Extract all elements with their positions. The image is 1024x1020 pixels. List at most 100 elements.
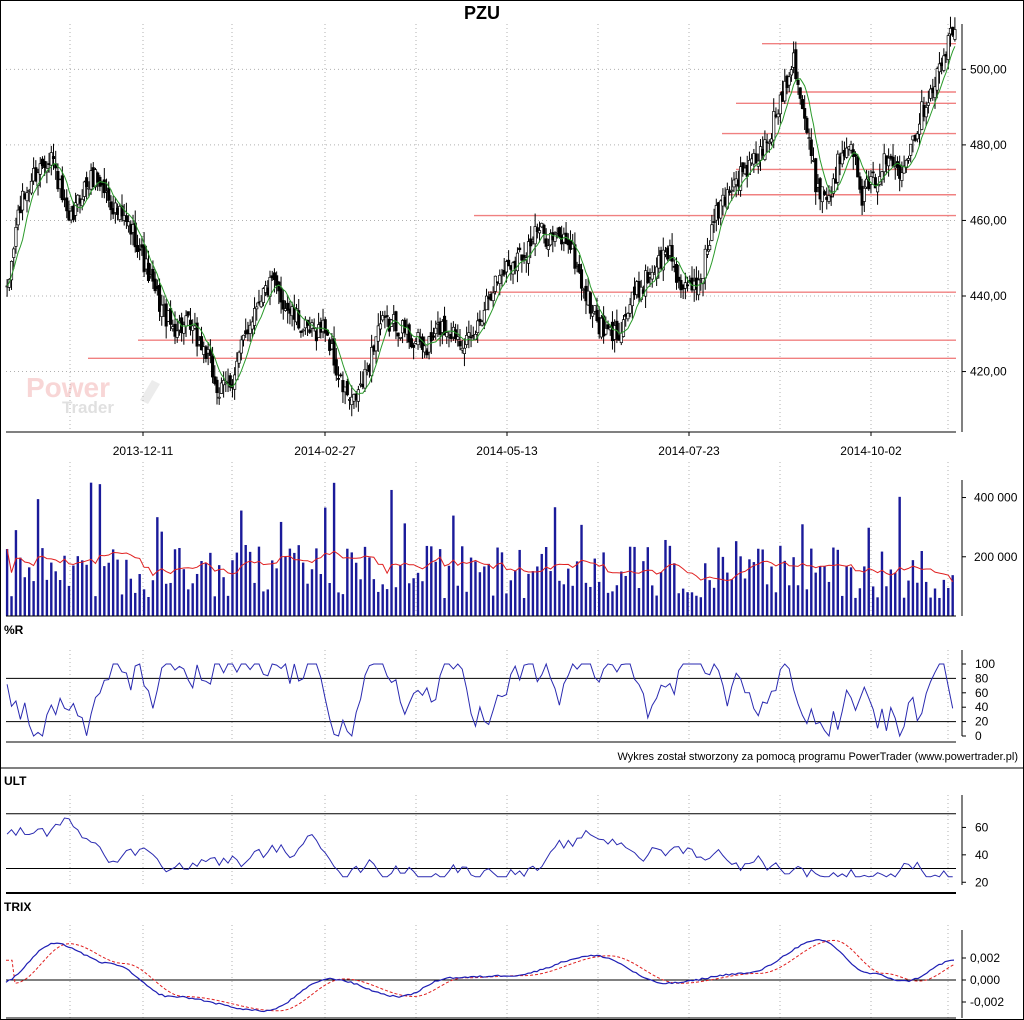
candle-body [51, 156, 56, 160]
watermark-trader-text: Trader [62, 398, 114, 417]
volume-bar [787, 585, 791, 616]
volume-bar [792, 557, 795, 616]
candle-body [370, 347, 374, 377]
volume-bar [505, 593, 508, 616]
candle-body [219, 382, 223, 394]
volume-bar [796, 585, 800, 616]
wr-y-tick-label: 60 [975, 686, 989, 700]
candle-body [933, 86, 937, 99]
ult-y-tick-label: 40 [975, 848, 989, 862]
candle-body [491, 292, 495, 302]
candle-body [160, 304, 164, 317]
candle-body [279, 288, 283, 303]
candle-body [469, 336, 473, 339]
candle-body [836, 153, 840, 183]
moving-average-line [6, 46, 956, 395]
volume-bar [111, 549, 115, 616]
volume-bar [531, 571, 535, 616]
candle-body [798, 87, 802, 99]
candle-body [409, 338, 413, 348]
candle-body [412, 344, 416, 348]
volume-bar [558, 580, 561, 616]
volume-bar [664, 539, 667, 616]
volume-bar [89, 482, 93, 616]
candle-body [719, 200, 723, 219]
candle-body [323, 319, 327, 334]
volume-bar [306, 583, 309, 616]
price-x-tick-label: 2014-10-02 [840, 444, 902, 458]
volume-bar [916, 582, 919, 616]
candle-body [138, 248, 142, 251]
volume-bar [951, 575, 954, 616]
candle-body [211, 355, 215, 378]
volume-bar [699, 597, 703, 616]
candle-body [858, 176, 862, 190]
volume-bar [182, 569, 186, 616]
price-y-tick-label: 420,00 [970, 365, 1007, 379]
volume-bar [156, 517, 159, 616]
candle-body [493, 275, 497, 292]
candle-body [454, 329, 458, 340]
volume-bar [138, 574, 141, 616]
volume-bar [235, 552, 239, 616]
watermark-power-text: Power [26, 372, 110, 403]
candle-body [869, 176, 873, 185]
volume-bar [266, 589, 270, 616]
candle-body [261, 288, 265, 303]
candle-body [420, 336, 425, 350]
volume-bar [739, 556, 742, 616]
volume-bar [748, 559, 751, 616]
volume-bar [350, 552, 353, 616]
volume-bar [319, 574, 323, 616]
candle-body [334, 359, 338, 376]
volume-bar [103, 566, 106, 616]
volume-bar [536, 566, 539, 616]
volume-bar [222, 577, 225, 616]
candle-body [345, 380, 349, 396]
candle-body [199, 336, 204, 351]
candle-body [82, 181, 86, 197]
volume-bar [231, 560, 234, 616]
volume-bar [469, 557, 473, 616]
candle-body [535, 227, 539, 233]
candle-body [275, 275, 279, 286]
volume-bar [425, 545, 429, 616]
volume-bar [783, 560, 786, 616]
candle-body [628, 304, 632, 314]
candle-body [425, 350, 429, 356]
candle-body [767, 141, 771, 144]
candle-body [462, 347, 466, 354]
candle-body [783, 80, 787, 102]
volume-bar [836, 549, 840, 616]
volume-bar [279, 521, 283, 616]
candle-body [898, 165, 902, 179]
volume-bar [381, 584, 384, 616]
volume-bar [845, 566, 848, 616]
volume-bar [478, 572, 482, 616]
volume-bar [704, 563, 707, 616]
wr-y-tick-label: 40 [975, 700, 989, 714]
candle-body [16, 209, 20, 226]
volume-bar [315, 548, 318, 616]
candle-body [458, 341, 462, 347]
volume-bar [810, 548, 813, 616]
candle-body [873, 177, 877, 189]
candle-body [146, 262, 151, 281]
candle-body [12, 248, 16, 258]
williams-r-panel [6, 662, 956, 738]
candle-body [937, 63, 941, 73]
candle-body [557, 227, 561, 238]
volume-bar [491, 595, 495, 616]
candle-body [301, 329, 305, 332]
candle-body [593, 305, 597, 312]
volume-bar [120, 594, 124, 616]
volume-bar [880, 551, 884, 616]
candle-body [507, 259, 511, 267]
candle-body [546, 245, 550, 250]
volume-bar [818, 566, 822, 616]
price-y-tick-label: 480,00 [970, 138, 1007, 152]
volume-bar [328, 583, 331, 616]
candle-body [363, 368, 367, 389]
candle-body [915, 133, 919, 140]
candle-body [739, 166, 743, 191]
